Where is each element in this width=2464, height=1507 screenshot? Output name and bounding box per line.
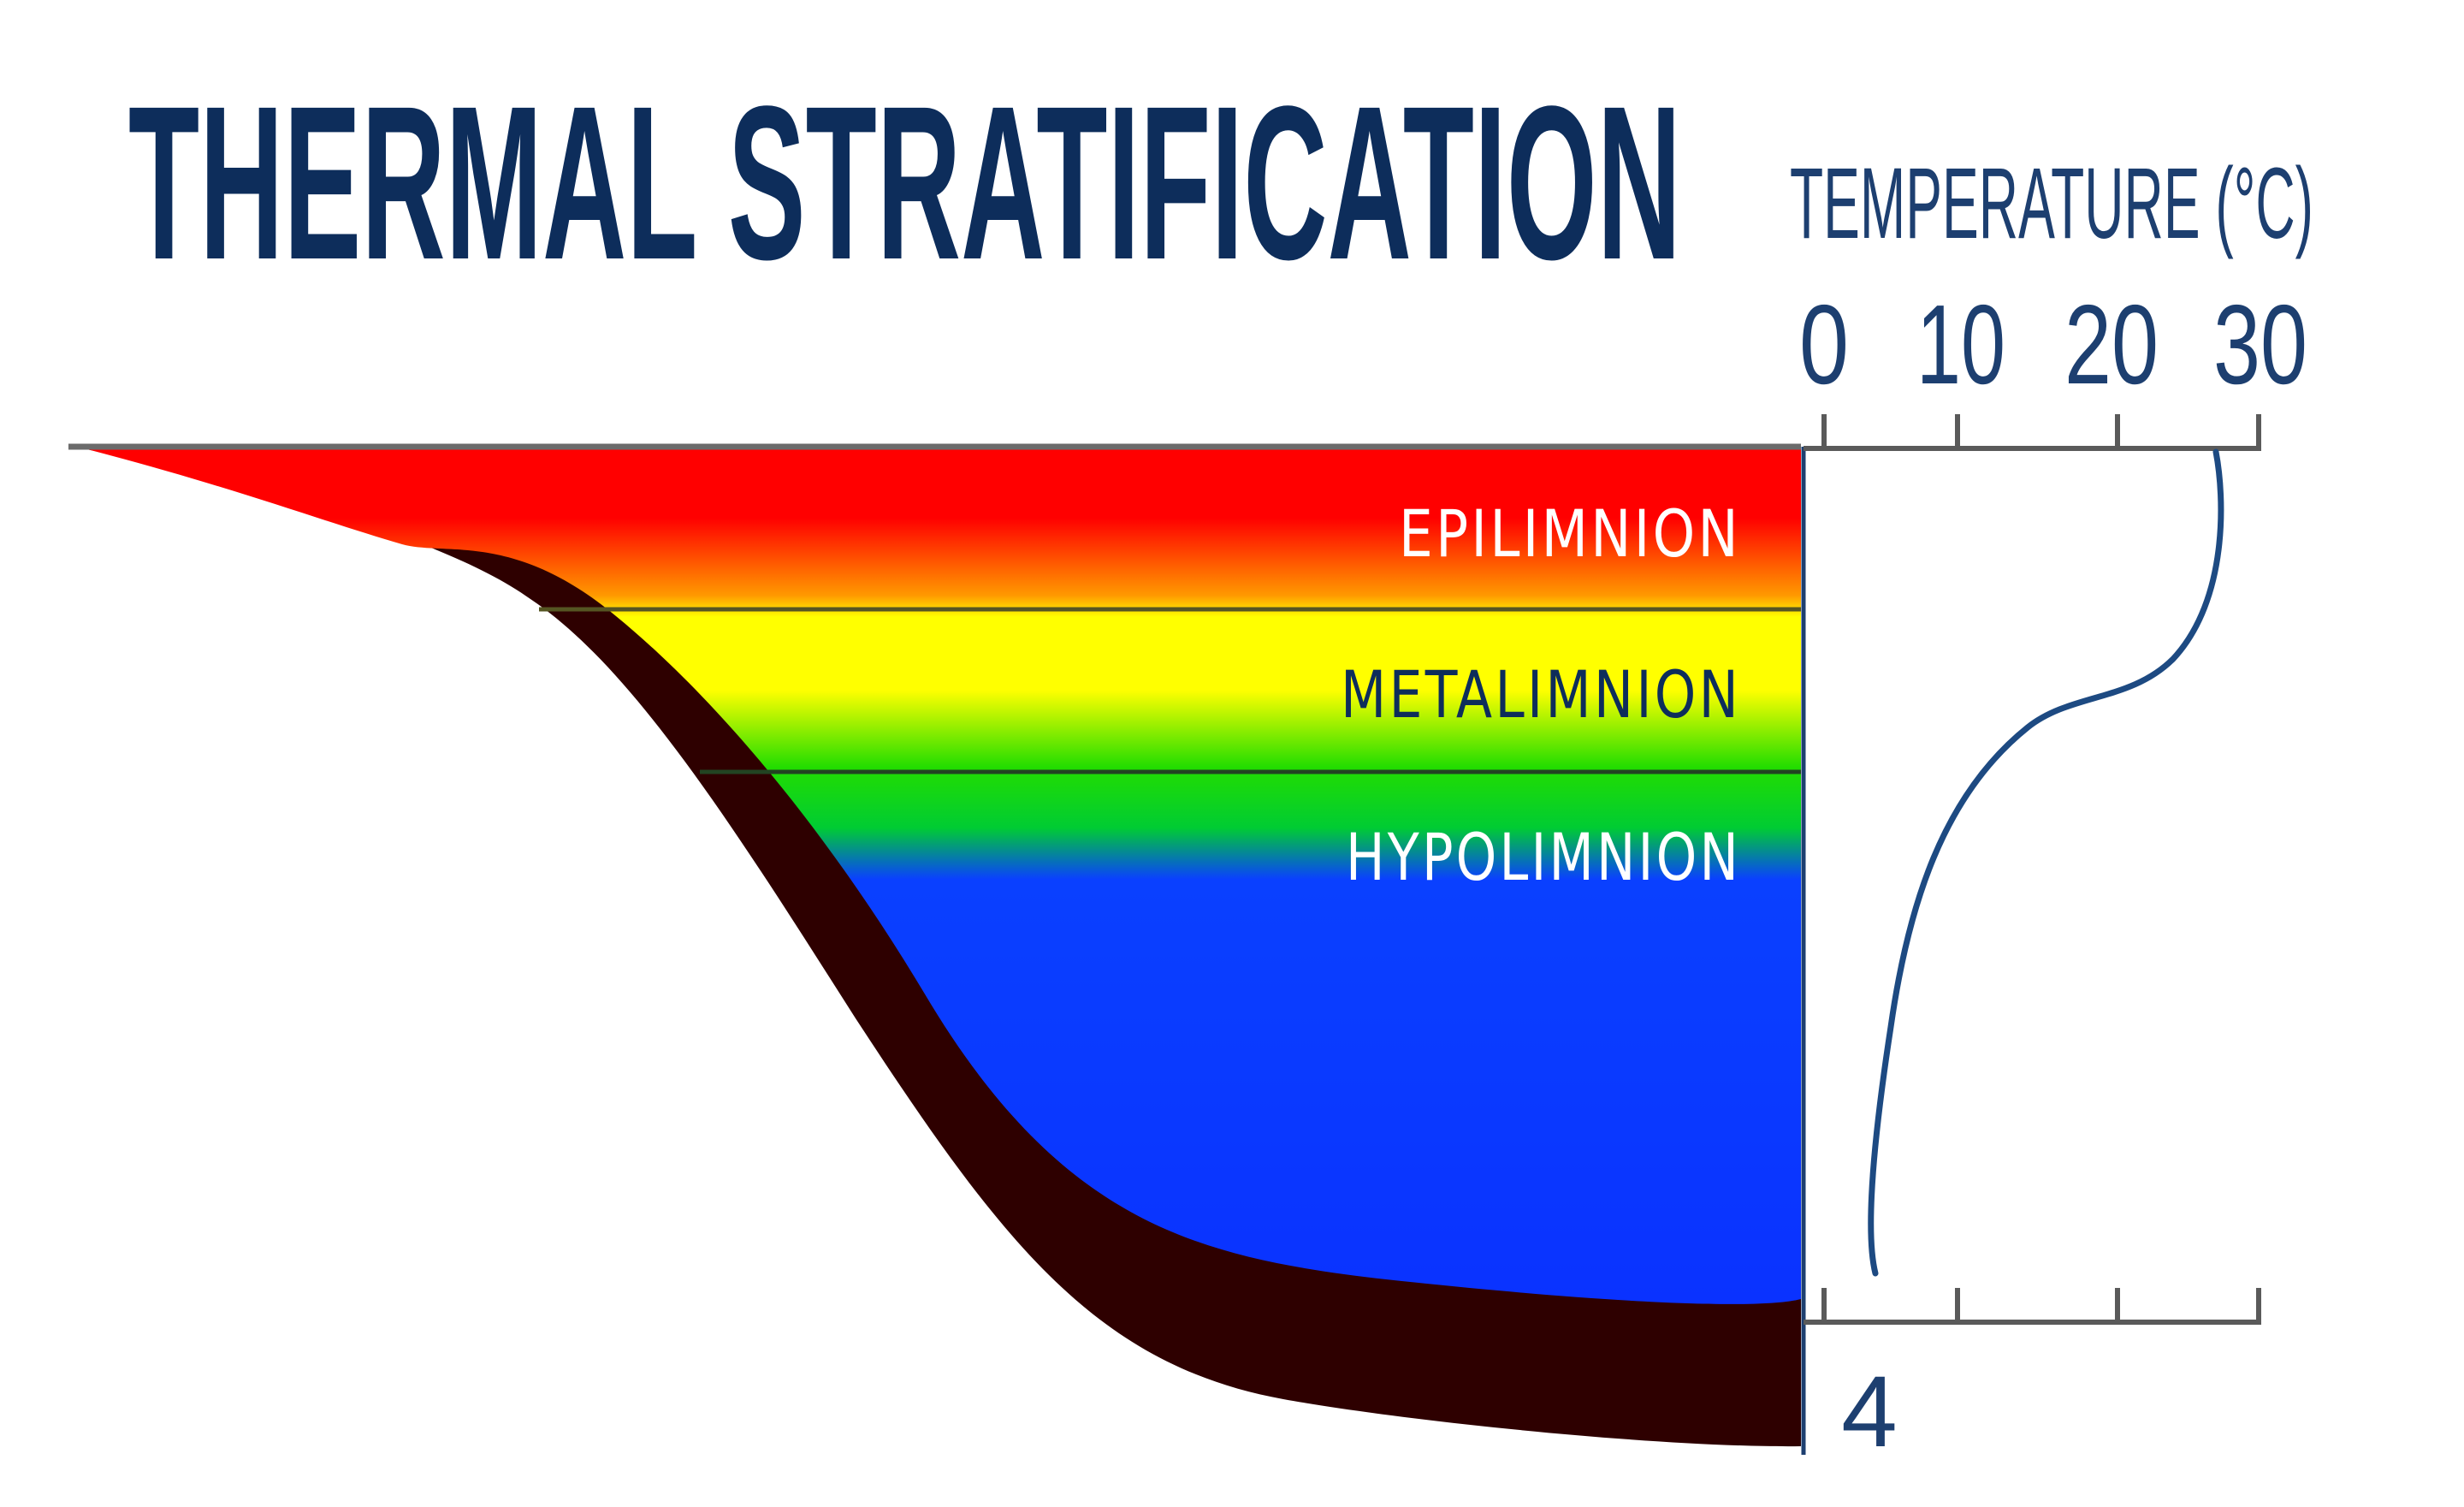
tick-label-20: 20 xyxy=(2064,282,2159,407)
tick-label-30: 30 xyxy=(2213,282,2307,407)
tick-label-10: 10 xyxy=(1916,282,2005,407)
temperature-axis-top xyxy=(1804,414,2261,451)
temperature-tick-labels: 0 10 20 30 xyxy=(1799,282,2307,407)
label-metalimnion: METALIMNION xyxy=(1341,656,1741,733)
temperature-profile-curve xyxy=(1868,448,2224,1277)
temperature-axis-label: TEMPERATURE (°C) xyxy=(1790,147,2313,260)
bottom-temperature-value: 4 xyxy=(1841,1356,1898,1468)
tick-label-0: 0 xyxy=(1799,282,1849,407)
label-hypolimnion: HYPOLIMNION xyxy=(1346,819,1741,895)
diagram-title: THERMAL STRATIFICATION xyxy=(128,61,1681,306)
temperature-axis-bottom xyxy=(1804,1288,2261,1325)
label-epilimnion: EPILIMNION xyxy=(1399,495,1741,572)
water-body xyxy=(77,447,1801,1304)
